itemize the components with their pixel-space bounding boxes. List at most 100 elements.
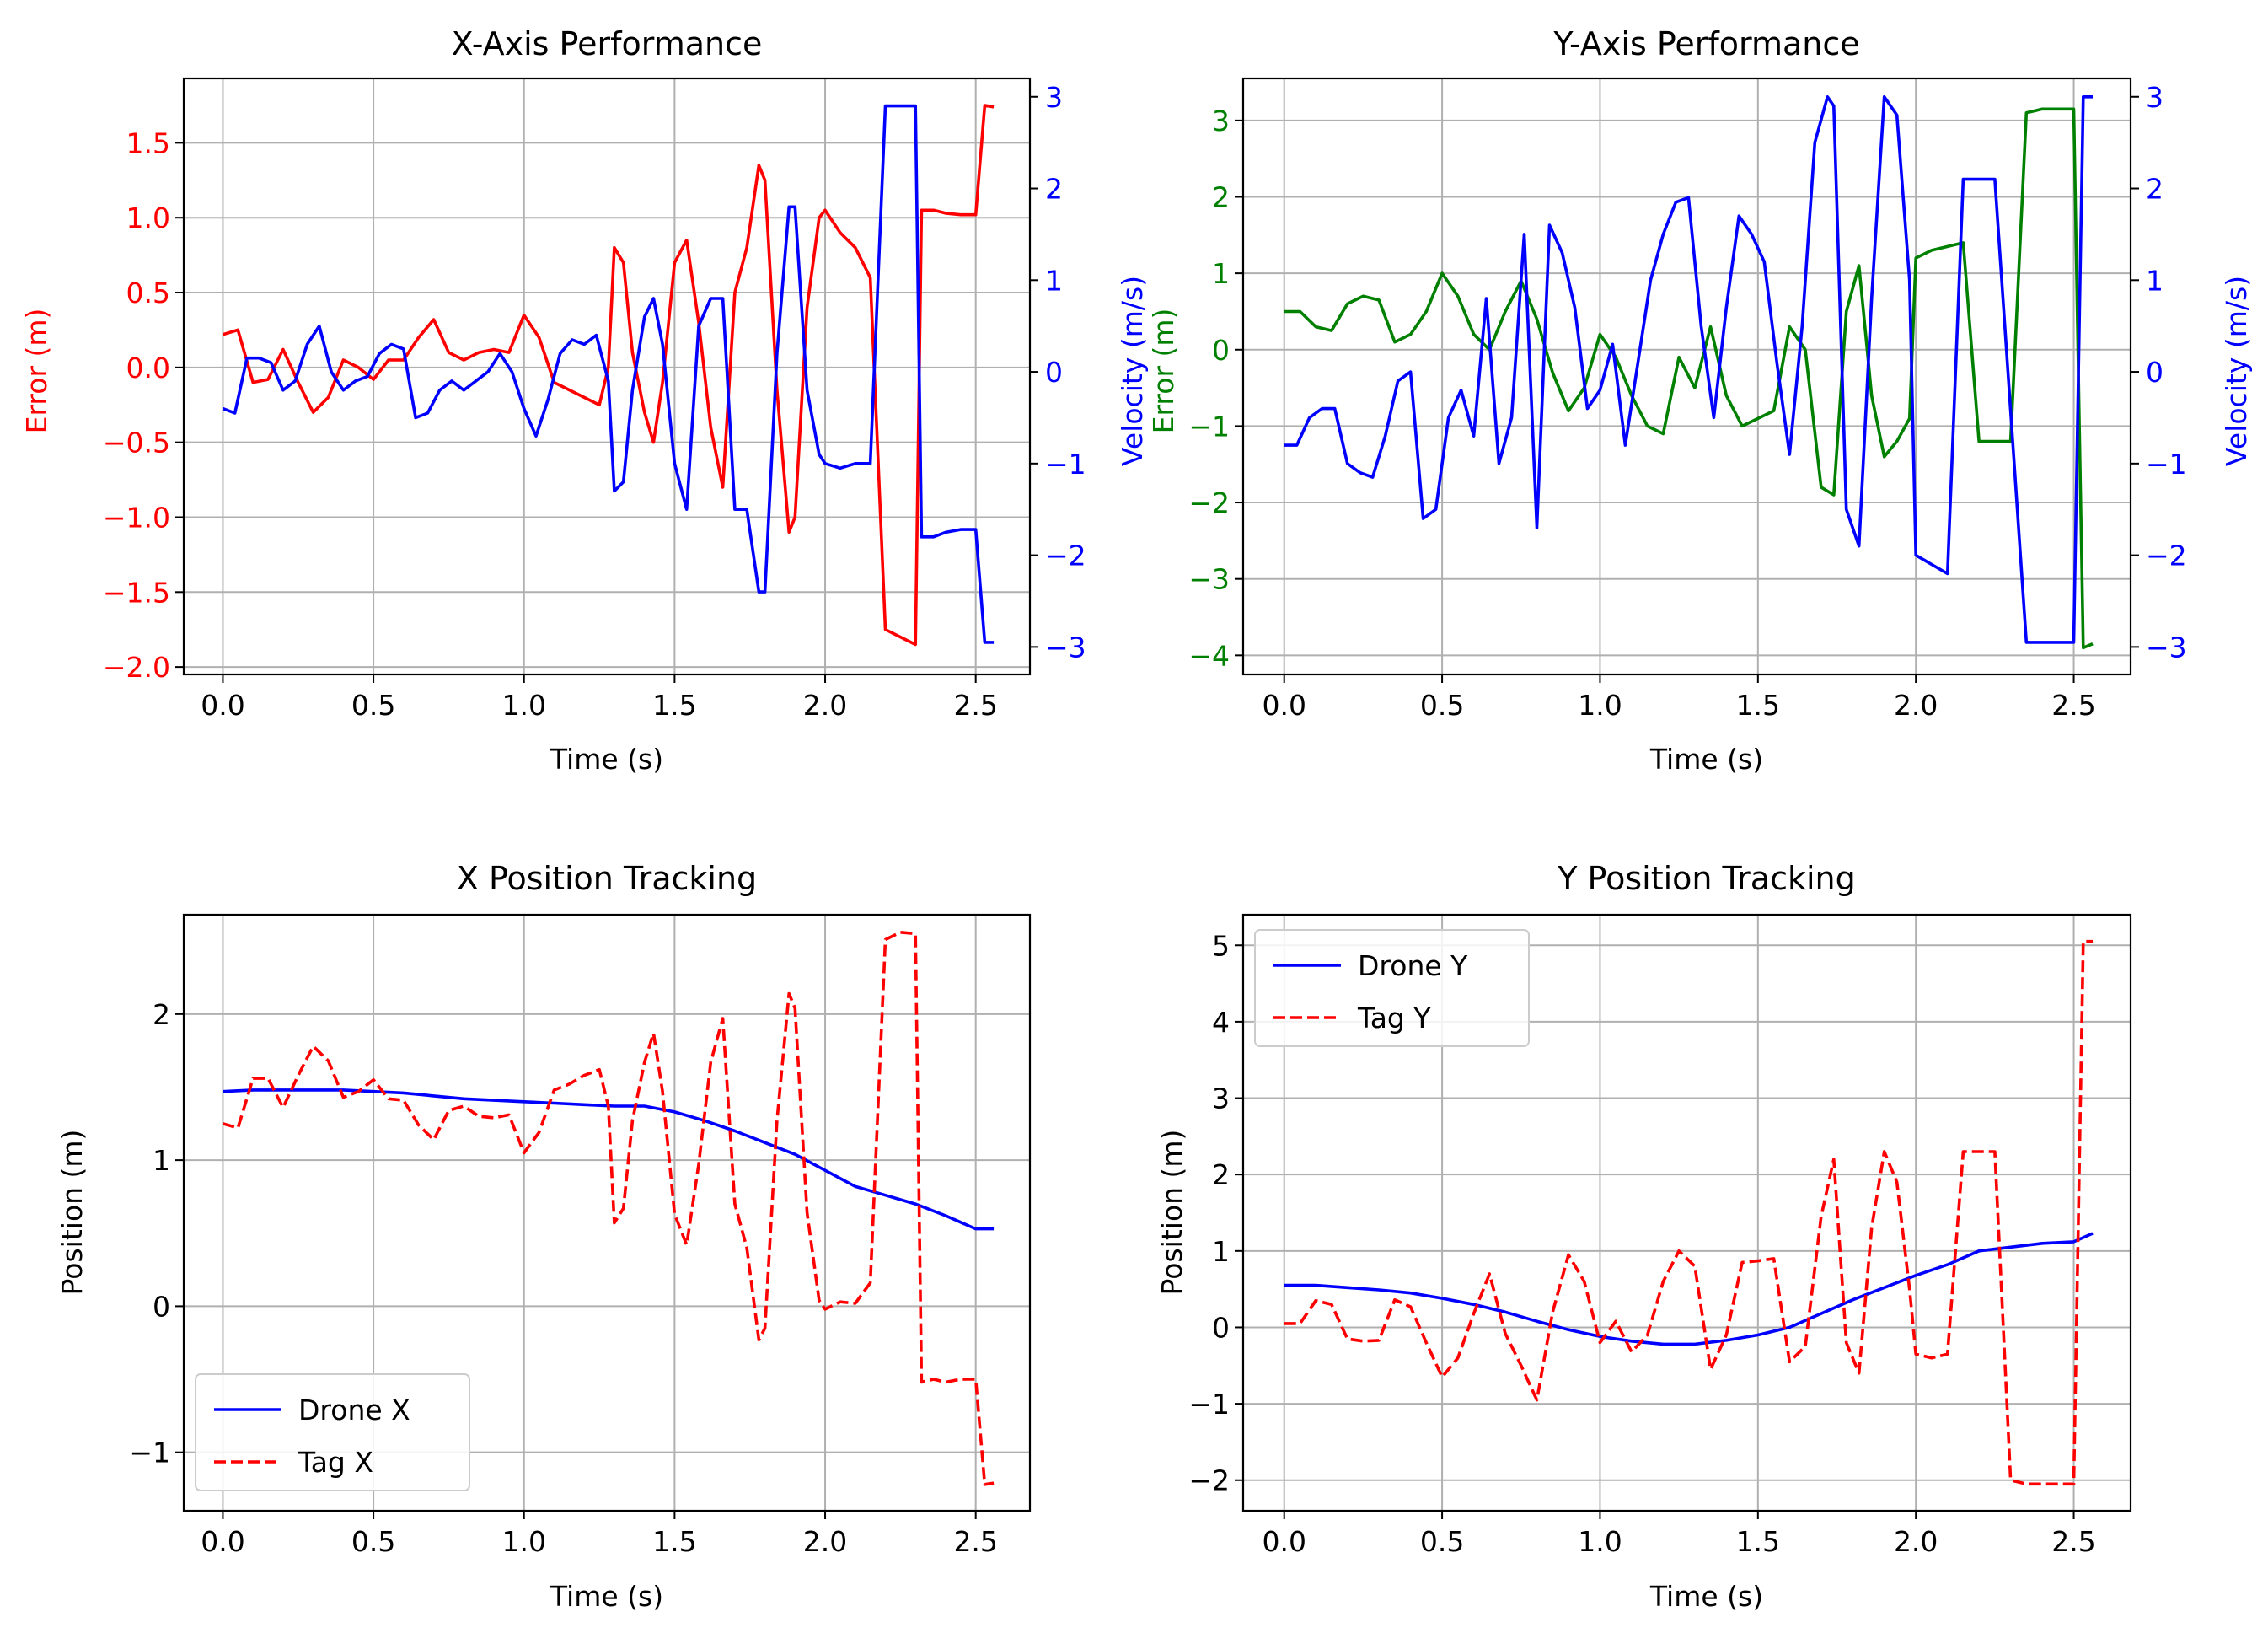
x-tick-label: 1.0 <box>1578 689 1622 722</box>
legend-label: Tag X <box>298 1446 373 1479</box>
x-axis-label: Time (s) <box>550 1580 663 1613</box>
x-tick-label: 1.0 <box>502 689 546 722</box>
y-axis-label: Error (m) <box>1147 309 1180 434</box>
x-tick-label: 0.5 <box>351 689 395 722</box>
grid <box>184 78 1030 674</box>
x-tick-label: 2.0 <box>803 1525 847 1558</box>
y2-tick-label: 3 <box>2146 81 2163 114</box>
y2-tick-label: 3 <box>1045 81 1063 114</box>
y-axis-label: Position (m) <box>56 1130 88 1296</box>
y-tick-label: −2 <box>1188 1464 1230 1497</box>
y-tick-label: −1 <box>1188 1388 1230 1421</box>
x-tick-label: 1.5 <box>652 689 696 722</box>
x-tick-label: 0.0 <box>1262 689 1306 722</box>
x-tick-label: 1.0 <box>502 1525 546 1558</box>
y-tick-label: 2 <box>153 998 170 1031</box>
legend-label: Drone X <box>298 1394 410 1426</box>
y-tick-label: −1.5 <box>103 576 170 609</box>
plot-frame <box>182 77 1032 676</box>
y2-axis-label: Velocity (m/s) <box>1116 276 1149 466</box>
y-tick-label: −1 <box>1188 410 1230 443</box>
y-tick-label: −1.0 <box>103 501 170 534</box>
plot-frame <box>1241 77 2132 676</box>
legend: Drone Y Tag Y <box>1254 929 1530 1047</box>
y-tick-label: 0.0 <box>126 352 170 384</box>
y-tick-label: −2.0 <box>103 651 170 684</box>
y2-tick-label: −2 <box>2146 540 2187 572</box>
y-tick-label: 0.5 <box>126 277 170 309</box>
series-line-drone-y <box>1284 1232 2094 1346</box>
x-tick-label: 1.5 <box>652 1525 696 1558</box>
x-tick-label: 2.5 <box>2051 689 2095 722</box>
y2-tick-label: −2 <box>1045 540 1086 572</box>
y-axis-label: Position (m) <box>1155 1130 1188 1296</box>
plot-frame <box>1241 913 2132 1512</box>
x-axis-label: Time (s) <box>1649 743 1763 776</box>
series-line-right-1 <box>222 104 995 644</box>
y-tick-label: −4 <box>1188 639 1230 672</box>
x-tick-label: 1.0 <box>1578 1525 1622 1558</box>
legend-label: Tag Y <box>1357 1002 1431 1034</box>
x-tick-label: 2.0 <box>1894 689 1938 722</box>
legend-box <box>195 1373 470 1491</box>
chart-title: X Position Tracking <box>457 860 757 897</box>
chart-title: Y Position Tracking <box>1557 860 1856 897</box>
y2-tick-label: −1 <box>2146 448 2187 481</box>
y-axis-label: Error (m) <box>20 309 53 434</box>
x-tick-label: 2.5 <box>953 1525 997 1558</box>
y-tick-label: 5 <box>1212 929 1230 962</box>
x-axis-label: Time (s) <box>1649 1580 1763 1613</box>
y-tick-label: −3 <box>1188 563 1230 596</box>
x-tick-label: 2.0 <box>1894 1525 1938 1558</box>
y2-tick-label: 1 <box>2146 264 2163 297</box>
y-tick-label: 2 <box>1212 180 1230 213</box>
plot-frame <box>182 913 1032 1512</box>
x-tick-label: 0.0 <box>1262 1525 1306 1558</box>
x-axis-performance-chart: X-Axis Performance Time (s) Error (m) Ve… <box>20 25 1149 776</box>
legend-box <box>1254 929 1530 1047</box>
x-tick-label: 0.5 <box>1420 689 1464 722</box>
y-tick-label: 4 <box>1212 1006 1230 1039</box>
x-tick-label: 2.5 <box>2051 1525 2095 1558</box>
y2-tick-label: 2 <box>1045 173 1063 206</box>
legend-label: Drone Y <box>1358 949 1468 982</box>
y-tick-label: 1 <box>1212 257 1230 290</box>
y-tick-label: 1 <box>153 1144 170 1177</box>
x-tick-label: 0.5 <box>351 1525 395 1558</box>
y-tick-label: 1.0 <box>126 201 170 234</box>
series-line-left-0 <box>1284 107 2094 650</box>
x-tick-label: 1.5 <box>1736 689 1780 722</box>
y2-tick-label: 1 <box>1045 264 1063 297</box>
y2-tick-label: −3 <box>1045 631 1086 663</box>
series-line-right-1 <box>1284 95 2093 644</box>
y-tick-label: 1 <box>1212 1235 1230 1268</box>
y-tick-label: 0 <box>1212 334 1230 367</box>
y-tick-label: −1 <box>129 1437 170 1469</box>
x-tick-label: 0.5 <box>1420 1525 1464 1558</box>
x-axis-label: Time (s) <box>550 743 663 776</box>
y-position-tracking-chart: Y Position Tracking Time (s) Position (m… <box>1155 860 2132 1613</box>
x-position-tracking-chart: X Position Tracking Time (s) Position (m… <box>56 860 1032 1613</box>
y-tick-label: 3 <box>1212 105 1230 137</box>
legend: Drone X Tag X <box>195 1373 470 1491</box>
y-axis-performance-chart: Y-Axis Performance Time (s) Error (m) Ve… <box>1147 25 2253 776</box>
y-tick-label: 1.5 <box>126 126 170 159</box>
chart-title: Y-Axis Performance <box>1552 25 1859 62</box>
series-line-tag-y <box>1284 939 2093 1486</box>
y2-axis-label: Velocity (m/s) <box>2220 276 2253 466</box>
y2-tick-label: 0 <box>2146 356 2163 389</box>
y2-tick-label: −1 <box>1045 448 1086 481</box>
x-tick-label: 2.0 <box>803 689 847 722</box>
y2-tick-label: −3 <box>2146 631 2187 663</box>
x-tick-label: 0.0 <box>201 1525 244 1558</box>
y-tick-label: −0.5 <box>103 427 170 459</box>
y-tick-label: −2 <box>1188 486 1230 519</box>
y2-tick-label: 2 <box>2146 173 2163 206</box>
chart-title: X-Axis Performance <box>452 25 763 62</box>
x-tick-label: 1.5 <box>1736 1525 1780 1558</box>
y2-tick-label: 0 <box>1045 356 1063 389</box>
y-tick-label: 0 <box>153 1290 170 1323</box>
series-line-left-0 <box>222 104 995 647</box>
x-tick-label: 2.5 <box>953 689 997 722</box>
